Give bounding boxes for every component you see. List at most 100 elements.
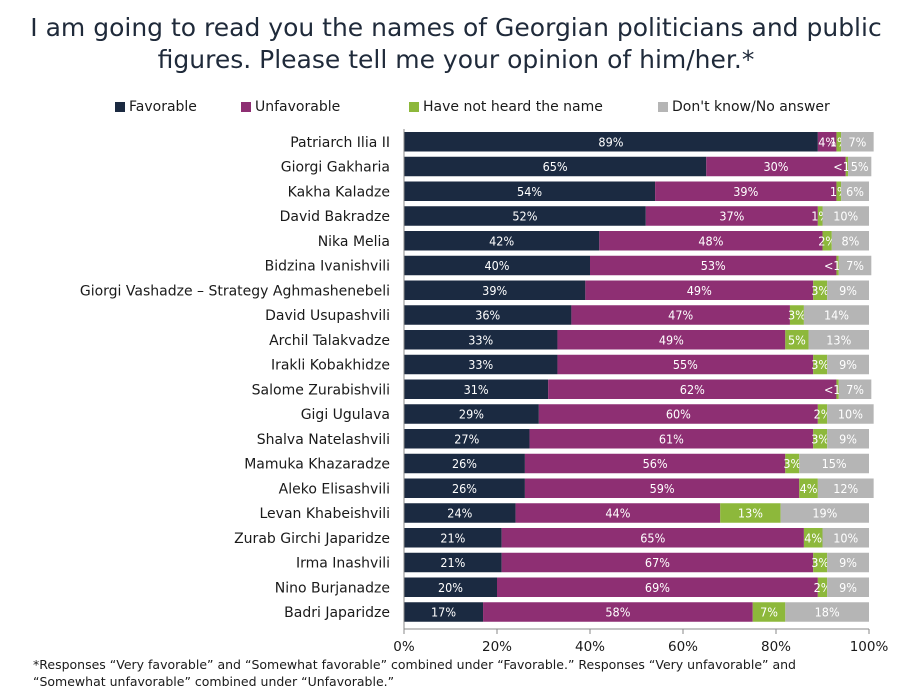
bar-segment	[571, 305, 790, 325]
data-label: 58%	[605, 605, 630, 620]
bar-segment	[557, 354, 814, 375]
bar-segment	[706, 156, 846, 177]
data-label: 10%	[838, 407, 863, 422]
data-label: 33%	[468, 332, 493, 347]
bar-segment	[538, 404, 818, 424]
data-label: 21%	[440, 530, 465, 545]
data-label: 44%	[605, 506, 630, 521]
data-label: 54%	[517, 184, 542, 199]
bar-segment	[813, 429, 828, 449]
bar-segment	[548, 379, 837, 399]
category-label: Salome Zurabishvili	[252, 382, 390, 398]
data-label: 36%	[475, 308, 500, 323]
bar-segment	[827, 552, 869, 573]
data-label: 7%	[848, 134, 866, 149]
bar-segment	[817, 132, 837, 152]
data-label: 9%	[839, 555, 857, 570]
category-label: Bidzina Ivanishvili	[265, 259, 390, 275]
data-label: 60%	[666, 407, 691, 422]
data-label: 9%	[839, 431, 857, 446]
data-label: 53%	[701, 258, 726, 273]
bar-segment	[404, 404, 539, 424]
bar-segment	[799, 478, 818, 498]
category-label: Mamuka Khazaradze	[244, 457, 390, 473]
data-label: 9%	[839, 283, 857, 298]
data-label: 31%	[464, 382, 489, 397]
chart-title-line2: figures. Please tell me your opinion of …	[157, 45, 755, 74]
bar-segment	[831, 231, 869, 251]
bar-segment	[599, 231, 823, 251]
bar-segment	[590, 255, 837, 276]
bar-segment	[404, 429, 530, 449]
bar-segment	[785, 453, 800, 474]
bar-segment	[836, 255, 839, 276]
bar-segment	[813, 280, 828, 300]
bar-segment	[827, 354, 869, 375]
bar-segment	[838, 379, 872, 399]
bar-segment	[799, 453, 869, 474]
bar-segment	[501, 528, 804, 548]
category-label: Giorgi Gakharia	[281, 160, 390, 176]
category-label: Shalva Natelashvili	[257, 432, 390, 448]
data-label: 37%	[719, 209, 744, 224]
legend-item-dont-know: Don't know/No answer	[658, 99, 830, 115]
bar-segment	[845, 156, 849, 177]
data-label: 10%	[833, 209, 858, 224]
data-label: 59%	[650, 481, 675, 496]
bar-segment	[515, 503, 721, 523]
data-label: 33%	[468, 357, 493, 372]
data-label: 15%	[822, 456, 847, 471]
data-label: 17%	[431, 605, 456, 620]
bar-segment	[808, 330, 869, 350]
bar-segment	[404, 453, 525, 474]
data-label: 65%	[543, 159, 568, 174]
bar-segment	[524, 453, 786, 474]
bar-segment	[752, 602, 786, 622]
bar-segment	[404, 181, 656, 201]
data-label: 9%	[839, 580, 857, 595]
legend-swatch-favorable	[115, 102, 125, 112]
category-label: David Usupashvili	[265, 308, 390, 324]
category-label: Archil Talakvadze	[269, 333, 390, 349]
data-label: 3%	[811, 431, 829, 446]
bar-segment	[404, 478, 525, 498]
data-label: 14%	[824, 308, 849, 323]
bar-segment	[822, 206, 869, 226]
data-label: 42%	[489, 233, 514, 248]
bar-segment	[645, 206, 818, 226]
bar-segment	[404, 602, 484, 622]
category-label: Badri Japaridze	[284, 605, 390, 621]
data-label: 67%	[645, 555, 670, 570]
bar-segment	[557, 330, 786, 350]
footnote-line2: “Somewhat unfavorable” combined under “U…	[33, 674, 395, 689]
data-label: 30%	[764, 159, 789, 174]
category-label: Patriarch Ilia II	[290, 135, 390, 151]
x-tick-label: 0%	[393, 639, 415, 655]
data-label: 13%	[738, 506, 763, 521]
bar-segment	[822, 231, 832, 251]
category-label: Irma Inashvili	[296, 556, 390, 572]
bar-segment	[817, 577, 828, 597]
legend-item-favorable: Favorable	[115, 99, 197, 115]
legend-label-unfavorable: Unfavorable	[255, 99, 341, 115]
bar-segment	[827, 404, 874, 424]
data-label: 4%	[818, 134, 836, 149]
data-label: 4%	[804, 530, 822, 545]
x-tick-label: 40%	[575, 639, 605, 655]
data-label: 12%	[833, 481, 858, 496]
bar-segment	[404, 503, 516, 523]
bar-segment	[813, 552, 828, 573]
data-label: 39%	[733, 184, 758, 199]
data-label: 7%	[846, 382, 864, 397]
bar-segment	[785, 602, 869, 622]
bar-segment	[524, 478, 800, 498]
bar-segment	[404, 255, 590, 276]
bar-segment	[497, 577, 818, 597]
legend-label-not-heard: Have not heard the name	[423, 99, 603, 115]
bar-segment	[404, 330, 558, 350]
data-label: 18%	[815, 605, 840, 620]
bar-segment	[817, 404, 828, 424]
data-label: 47%	[668, 308, 693, 323]
data-label: 3%	[811, 283, 829, 298]
data-label: 26%	[452, 481, 477, 496]
